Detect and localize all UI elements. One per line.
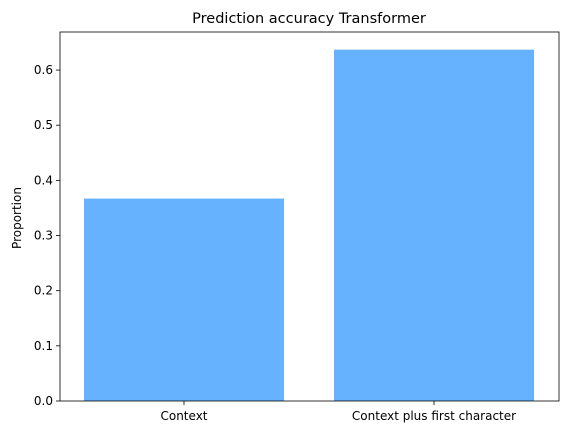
x-tick-label: Context	[160, 409, 207, 423]
y-tick-label: 0.6	[34, 63, 53, 77]
y-tick-label: 0.1	[34, 339, 53, 353]
bar-2	[334, 49, 534, 402]
y-tick-label: 0.2	[34, 284, 53, 298]
chart-title: Prediction accuracy Transformer	[192, 11, 426, 27]
ticks-layer: Context Context plus first character 0.0 0.…	[34, 63, 516, 423]
bars-layer	[84, 49, 534, 402]
bar-1	[84, 198, 284, 401]
plot-frame	[59, 31, 560, 402]
y-tick-label: 0.5	[34, 118, 53, 132]
y-tick-label: 0.4	[34, 173, 53, 187]
axes-layer	[59, 31, 560, 402]
y-axis-label: Proportion	[10, 187, 24, 249]
x-tick-label: Context plus first character	[352, 409, 516, 423]
y-tick-label: 0.3	[34, 229, 53, 243]
y-tick-label: 0.0	[34, 394, 53, 408]
